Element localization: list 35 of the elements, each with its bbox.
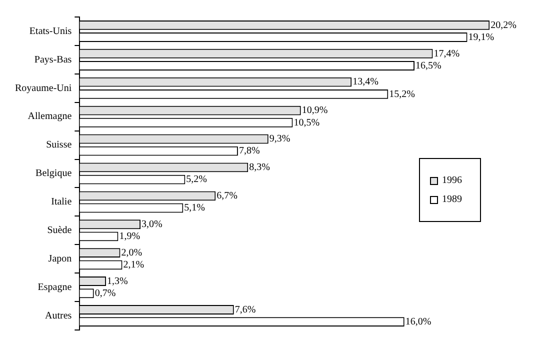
- data-label: 10,9%: [302, 105, 328, 116]
- y-tick-label: Italie: [51, 196, 72, 208]
- data-label: 5,2%: [186, 174, 208, 186]
- legend-label: 1996: [442, 175, 462, 186]
- y-tick-label: Suède: [47, 225, 72, 236]
- data-label: 20,2%: [490, 20, 516, 31]
- y-tick-label: Etats-Unis: [29, 26, 72, 37]
- y-tick-label: Royaume-Uni: [15, 82, 72, 94]
- y-tick-label: Belgique: [36, 168, 72, 180]
- data-label: 9,3%: [269, 134, 290, 145]
- text: 1989: [442, 194, 462, 205]
- data-label: 1,3%: [107, 276, 128, 287]
- data-label: 16,5%: [416, 60, 442, 72]
- data-label: 5,1%: [184, 202, 205, 214]
- y-tick-label: Autres: [44, 310, 72, 322]
- data-label: 19,1%: [468, 32, 494, 43]
- data-label: 2,1%: [123, 260, 144, 271]
- data-label: 7,8%: [238, 146, 260, 157]
- y-tick-label: Allemagne: [28, 111, 72, 122]
- data-label: 6,7%: [216, 190, 238, 202]
- y-tick-label: Espagne: [38, 282, 72, 293]
- data-label: 13,4%: [352, 76, 378, 88]
- data-label: 8,3%: [249, 162, 270, 174]
- y-tick-label: Japon: [48, 253, 72, 264]
- y-tick-label: Pays-Bas: [34, 54, 72, 66]
- data-label: 3,0%: [142, 218, 162, 230]
- data-label: 10,5%: [294, 117, 320, 128]
- data-label: 17,4%: [434, 48, 460, 60]
- data-label: 16,0%: [405, 316, 432, 328]
- data-label: 15,2%: [389, 88, 415, 100]
- y-tick-label: Suisse: [46, 140, 72, 151]
- data-label: 7,6%: [234, 304, 256, 316]
- data-label: 2,0%: [121, 247, 142, 258]
- data-label: 0,7%: [94, 288, 116, 299]
- data-label: 1,9%: [119, 231, 140, 242]
